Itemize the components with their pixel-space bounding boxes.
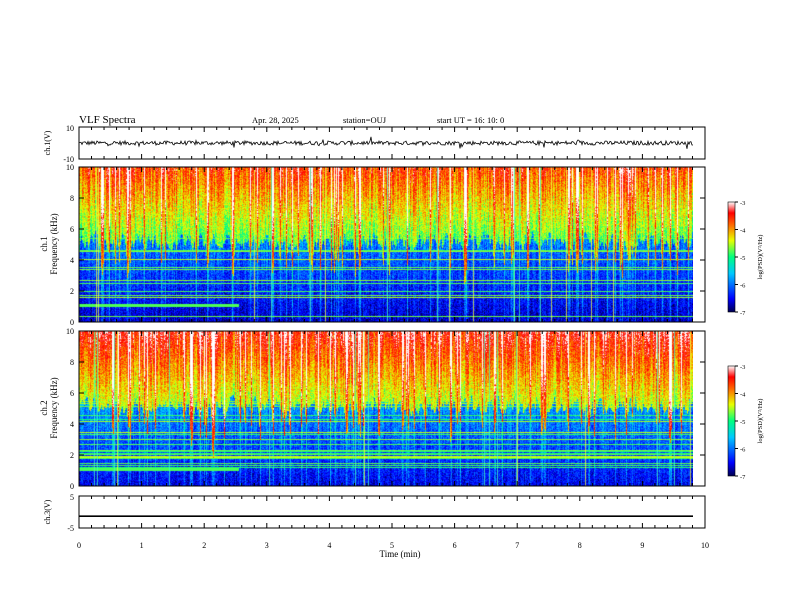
y-tick-label: 6 — [70, 389, 74, 398]
ch1-ytick-top: 10 — [66, 124, 74, 133]
y-tick-label: 10 — [66, 163, 74, 172]
ch1-waveform-ylabel: ch.1(V) — [43, 130, 52, 155]
x-tick-label: 6 — [453, 541, 457, 550]
figure-title: VLF Spectra — [79, 114, 136, 126]
colorbar-tick-label: -6 — [740, 447, 746, 454]
y-tick-label: 0 — [70, 482, 74, 491]
x-tick-label: 0 — [77, 541, 81, 550]
ch1-ytick-bottom: -10 — [63, 155, 74, 164]
x-tick-label: 7 — [515, 541, 519, 550]
ch1-waveform-panel: 10 -10 ch.1(V) — [43, 124, 706, 164]
y-tick-label: 10 — [66, 327, 74, 336]
ch3-ytick-bottom: -5 — [67, 524, 74, 533]
ch3-waveform-ylabel: ch.3(V) — [43, 499, 52, 524]
x-axis-tick-labels: 0 1 2 3 4 5 6 7 8 9 10 — [77, 541, 709, 550]
colorbar-tick-label: -7 — [740, 474, 746, 481]
station-label: station=OUJ — [343, 115, 387, 125]
y-tick-label: 6 — [70, 225, 74, 234]
x-tick-label: 4 — [327, 541, 331, 550]
ch2-colorbar: -3 -4 -5 -6 -7 log(PSD)(V²/Hz) — [727, 364, 764, 481]
ch2-frequency-ylabel: Frequency (kHz) — [49, 377, 59, 438]
y-tick-label: 8 — [70, 194, 74, 203]
ch1-channel-label: ch.1 — [39, 236, 49, 251]
y-tick-label: 4 — [70, 420, 74, 429]
ch1-colorbar: -3 -4 -5 -6 -7 log(PSD)(V²/Hz) — [727, 200, 764, 317]
y-tick-label: 2 — [70, 287, 74, 296]
colorbar-tick-label: -3 — [740, 364, 745, 371]
x-tick-label: 9 — [640, 541, 644, 550]
y-tick-label: 2 — [70, 451, 74, 460]
colorbar-tick-label: -5 — [740, 255, 745, 262]
ch2-spectrogram-image — [79, 331, 693, 486]
ch3-waveform-panel: 5 -5 ch.3(V) — [43, 493, 706, 533]
x-tick-label: 10 — [701, 541, 709, 550]
ch3-ytick-top: 5 — [70, 493, 74, 502]
x-tick-label: 3 — [265, 541, 269, 550]
y-tick-label: 4 — [70, 256, 74, 265]
colorbar-tick-label: -7 — [740, 310, 746, 317]
x-tick-label: 1 — [140, 541, 144, 550]
x-axis-label: Time (min) — [380, 549, 421, 559]
ch2-colorbar-label: log(PSD)(V²/Hz) — [757, 399, 764, 444]
y-tick-label: 0 — [70, 318, 74, 327]
x-tick-label: 5 — [390, 541, 394, 550]
ch1-spectrogram-image — [79, 167, 693, 322]
ch1-spectrogram-panel: 0 2 4 6 8 10 ch.1 Frequency (kHz) — [39, 163, 706, 327]
colorbar-tick-label: -5 — [740, 419, 745, 426]
colorbar-tick-label: -4 — [740, 392, 746, 399]
date-label: Apr. 28, 2025 — [252, 115, 299, 125]
ch1-frequency-ylabel: Frequency (kHz) — [49, 213, 59, 274]
colorbar-tick-label: -3 — [740, 200, 745, 207]
ch2-spectrogram-panel: 0 2 4 6 8 10 ch.2 Frequency (kHz) — [39, 327, 706, 491]
ch2-channel-label: ch.2 — [39, 400, 49, 415]
x-tick-label: 8 — [578, 541, 582, 550]
ch1-waveform-line — [79, 136, 693, 149]
ch1-colorbar-label: log(PSD)(V²/Hz) — [757, 235, 764, 280]
colorbar-tick-label: -4 — [740, 228, 746, 235]
colorbar-tick-label: -6 — [740, 283, 746, 290]
start-time-label: start UT = 16: 10: 0 — [437, 115, 504, 125]
x-tick-label: 2 — [202, 541, 206, 550]
y-tick-label: 8 — [70, 358, 74, 367]
